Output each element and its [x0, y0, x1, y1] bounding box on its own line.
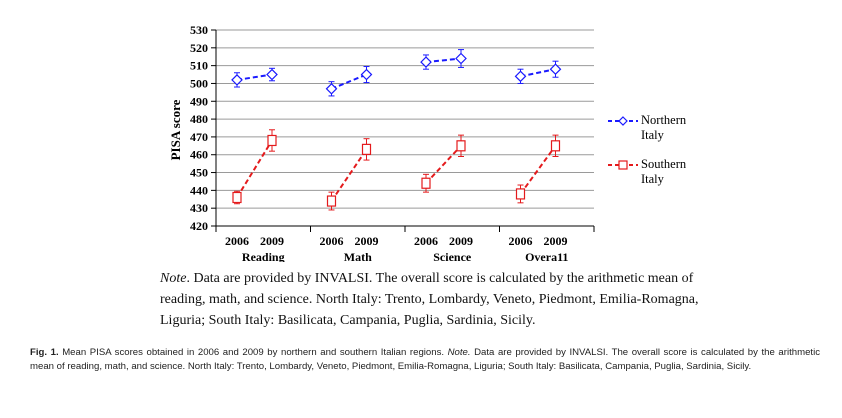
y-tick-label: 460 — [190, 148, 208, 162]
pisa-chart: 420 430 440 450 460 470 480 490 500 510 520 530 2006… — [168, 23, 687, 262]
southern-point — [550, 140, 561, 152]
y-axis-label: PISA score — [168, 99, 183, 160]
x-group-label: Overa11 — [525, 250, 568, 262]
y-tick-label: 480 — [190, 112, 208, 126]
x-year-label: 2009 — [449, 234, 473, 248]
note-label: Note — [160, 271, 187, 286]
caption-text-1: Mean PISA scores obtained in 2006 and 20… — [58, 347, 448, 358]
northern-legend-marker — [618, 116, 628, 126]
y-tick-label: 440 — [190, 183, 208, 197]
northern-series-line — [236, 73, 273, 81]
figure-note: Note. Data are provided by INVALSI. The … — [160, 268, 720, 331]
northern-point — [514, 70, 527, 83]
caption-note-label: Note. — [447, 347, 471, 358]
x-year-label: 2006 — [320, 234, 344, 248]
y-tick-label: 420 — [190, 219, 208, 233]
southern-series-line — [519, 145, 557, 195]
northern-point — [549, 63, 562, 76]
northern-point — [231, 74, 243, 86]
northern-point — [455, 52, 467, 65]
northern-point — [325, 82, 338, 95]
x-year-label: 2006 — [509, 234, 533, 248]
northern-series-line — [331, 73, 367, 90]
southern-series-line — [236, 139, 273, 199]
northern-legend-label-line1: Northern — [641, 113, 687, 127]
northern-series-line — [520, 68, 556, 78]
axes: 420 430 440 450 460 470 480 490 500 510 520 530 2006… — [190, 23, 595, 262]
y-tick-label: 490 — [190, 94, 208, 108]
x-group-label: Math — [344, 250, 372, 262]
northern-legend-label-line2: Italy — [641, 128, 665, 142]
x-group-label: Reading — [242, 250, 285, 262]
southern-point — [361, 143, 372, 155]
y-tick-label: 450 — [190, 166, 208, 180]
southern-point — [421, 177, 431, 189]
southern-series-line — [425, 145, 462, 184]
southern-legend-marker — [618, 160, 628, 170]
y-tick-label: 510 — [190, 59, 208, 73]
x-year-label: 2009 — [355, 234, 379, 248]
note-text: . Data are provided by INVALSI. The over… — [160, 271, 699, 328]
caption-text-2: Data are provided by INVALSI. The overal… — [30, 347, 820, 372]
x-year-label: 2009 — [260, 234, 284, 248]
y-tick-label: 470 — [190, 130, 208, 144]
southern-series-line — [330, 148, 368, 202]
y-tick-label: 530 — [190, 23, 208, 37]
southern-legend-label-line2: Italy — [641, 172, 665, 186]
northern-series-line — [425, 57, 462, 64]
caption-label: Fig. 1. — [30, 347, 59, 358]
northern-point — [420, 56, 432, 68]
southern-legend-label-line1: Southern — [641, 157, 687, 171]
southern-point — [456, 140, 466, 152]
grid-lines — [216, 29, 594, 209]
southern-point — [267, 134, 277, 147]
southern-point — [515, 188, 526, 200]
southern-point — [326, 195, 337, 207]
y-tick-label: 430 — [190, 201, 208, 215]
southern-point — [232, 191, 242, 204]
series — [231, 49, 562, 211]
northern-point — [266, 68, 278, 81]
y-tick-label: 520 — [190, 41, 208, 55]
northern-point — [360, 68, 373, 81]
figure-caption: Fig. 1. Mean PISA scores obtained in 200… — [30, 346, 820, 374]
x-year-label: 2006 — [414, 234, 438, 248]
x-year-label: 2009 — [544, 234, 568, 248]
x-year-label: 2006 — [225, 234, 249, 248]
y-tick-label: 500 — [190, 76, 208, 90]
x-group-label: Science — [433, 250, 472, 262]
